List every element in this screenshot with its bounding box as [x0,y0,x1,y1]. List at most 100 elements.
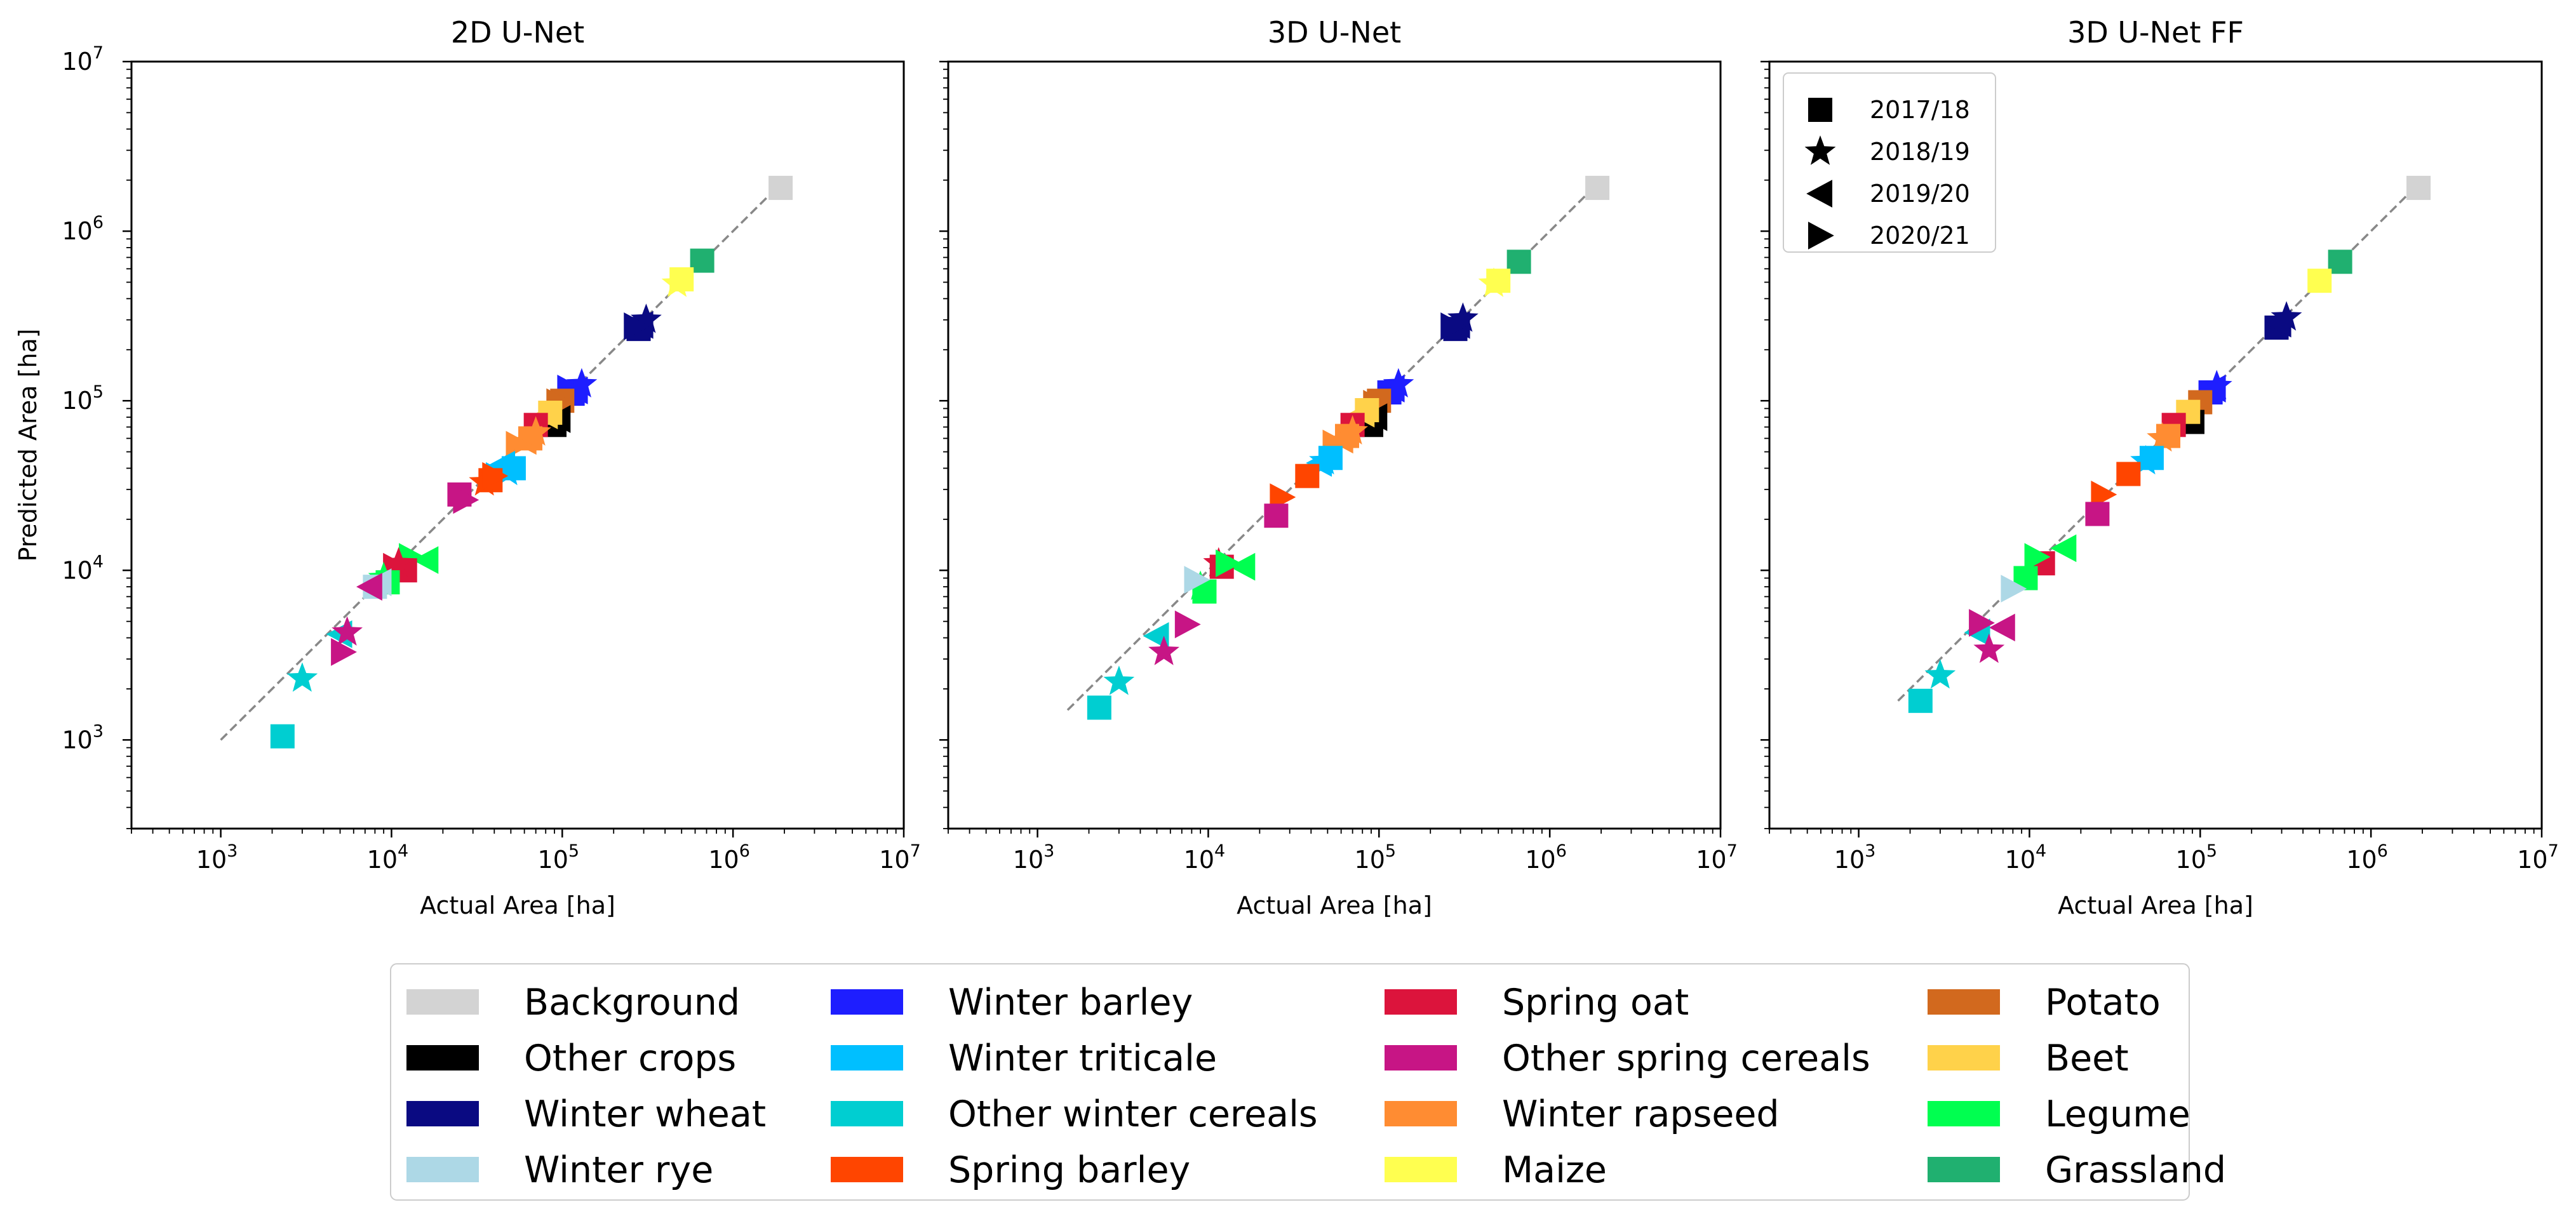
legend-label-winter-barley: Winter barley [948,982,1193,1024]
y-tick-label: 105 [62,382,104,415]
point-background [1585,175,1610,200]
x-tick-label: 106 [708,841,750,874]
x-axis-label: Actual Area [ha] [420,891,615,919]
point-spring-barley [1295,464,1320,488]
x-axis: 103 104 105 106 107 [948,829,1738,874]
x-tick-exponent: 4 [398,841,408,861]
x-tick-exponent: 5 [568,841,579,861]
legend-label-spring-oat: Spring oat [1502,982,1689,1024]
legend-label-potato: Potato [2045,982,2161,1024]
point-other-winter-cereals [1924,659,1956,689]
class-legend-items: Background Other crops Winter wheat Winter … [406,982,2226,1191]
x-tick-label: 104 [2005,841,2047,874]
x-tick-label: 107 [879,841,921,874]
point-other-spring-cereals [1264,504,1289,528]
x-tick-label: 103 [1013,841,1055,874]
point-other-spring-cereals [332,616,363,646]
x-tick-label: 106 [2346,841,2388,874]
plot-frame [130,60,905,830]
point-other-spring-cereals [1174,610,1201,639]
year-legend-label: 2020/21 [1870,222,1970,250]
legend-label-other-crops: Other crops [524,1037,736,1079]
legend-swatch-grassland [1928,1157,2000,1182]
legend-label-winter-rapseed: Winter rapseed [1502,1093,1780,1135]
point-maize [661,267,693,297]
point-background [768,175,793,200]
y-tick-exponent: 3 [93,721,104,741]
point-spring-barley [482,462,509,490]
point-other-spring-cereals [2085,502,2110,526]
plot-frame [947,60,1722,830]
x-tick-label: 104 [367,841,409,874]
point-other-spring-cereals [1989,613,2015,642]
point-maize [2307,269,2332,293]
year-legend-frame [1783,72,1996,253]
year-legend-marker [1804,135,1836,165]
legend-swatch-winter-rye [406,1157,479,1182]
x-tick-label: 107 [1696,841,1738,874]
x-tick-exponent: 6 [2377,841,2388,861]
panel-title: 3D U-Net [1268,15,1401,50]
legend-label-winter-rye: Winter rye [524,1149,713,1191]
year-legend-marker [1808,222,1834,250]
legend-label-maize: Maize [1502,1149,1607,1191]
y-tick-label: 103 [62,721,104,754]
x-tick-label: 103 [1834,841,1876,874]
legend-label-grassland: Grassland [2045,1149,2226,1191]
point-legume [2024,543,2051,571]
year-legend-label: 2019/20 [1870,180,1970,208]
y-tick-exponent: 7 [93,43,104,63]
y-tick-exponent: 4 [93,552,104,571]
x-tick-label: 103 [196,841,238,874]
y-tick-label: 104 [62,552,104,584]
y-axis [1761,60,1769,829]
x-axis-label: Actual Area [ha] [2058,891,2253,919]
point-winter-triticale [2130,444,2161,475]
x-tick-exponent: 6 [1556,841,1567,861]
point-other-spring-cereals [1148,636,1179,665]
year-legend-marker [1806,180,1832,208]
legend-swatch-winter-barley [831,989,903,1015]
point-other-winter-cereals [270,724,295,749]
panel-title: 2D U-Net [451,15,584,50]
panel-3d-unet-ff: 3D U-Net FF 103 104 105 106 107 Actual Area … [1761,15,2559,919]
point-winter-triticale [1306,449,1332,477]
legend-swatch-potato [1928,989,2000,1015]
data-points [270,175,793,749]
panel-3d-unet: 3D U-Net 103 104 105 106 107 Actual Area [ha… [939,15,1738,919]
y-tick-label: 107 [62,43,104,76]
point-spring-barley [2116,462,2141,486]
year-legend-label: 2018/19 [1870,138,1970,166]
x-tick-exponent: 7 [1727,841,1738,861]
x-tick-exponent: 3 [1043,841,1054,861]
point-grassland [1506,250,1531,274]
point-grassland [690,248,714,273]
point-background [2406,175,2431,200]
legend-swatch-winter-rapseed [1385,1101,1457,1126]
x-axis: 103 104 105 106 107 [1769,829,2559,874]
legend-label-background: Background [524,982,740,1024]
legend-swatch-other-spring-cereals [1385,1045,1457,1071]
x-tick-label: 105 [2176,841,2218,874]
legend-label-spring-barley: Spring barley [948,1149,1190,1191]
year-legend-items: 2017/18 2018/19 2019/20 2020/21 [1804,96,1970,250]
data-points [1087,175,1610,720]
point-winter-triticale [489,450,516,479]
x-tick-exponent: 4 [1214,841,1225,861]
point-grassland [2328,250,2352,274]
year-legend-marker [1808,98,1832,122]
plot-frame [1768,60,2543,830]
point-winter-wheat [624,312,650,340]
x-tick-exponent: 7 [910,841,921,861]
x-tick-label: 106 [1525,841,1567,874]
y-axis [939,60,948,829]
point-other-winter-cereals [1908,688,1933,713]
legend-swatch-other-crops [406,1045,479,1071]
x-tick-label: 104 [1184,841,1226,874]
year-legend-label: 2017/18 [1870,96,1970,124]
point-other-spring-cereals [1969,609,1995,637]
point-legume [1216,549,1242,578]
class-legend: Background Other crops Winter wheat Winter … [390,963,2226,1201]
y-tick-exponent: 5 [93,382,104,402]
